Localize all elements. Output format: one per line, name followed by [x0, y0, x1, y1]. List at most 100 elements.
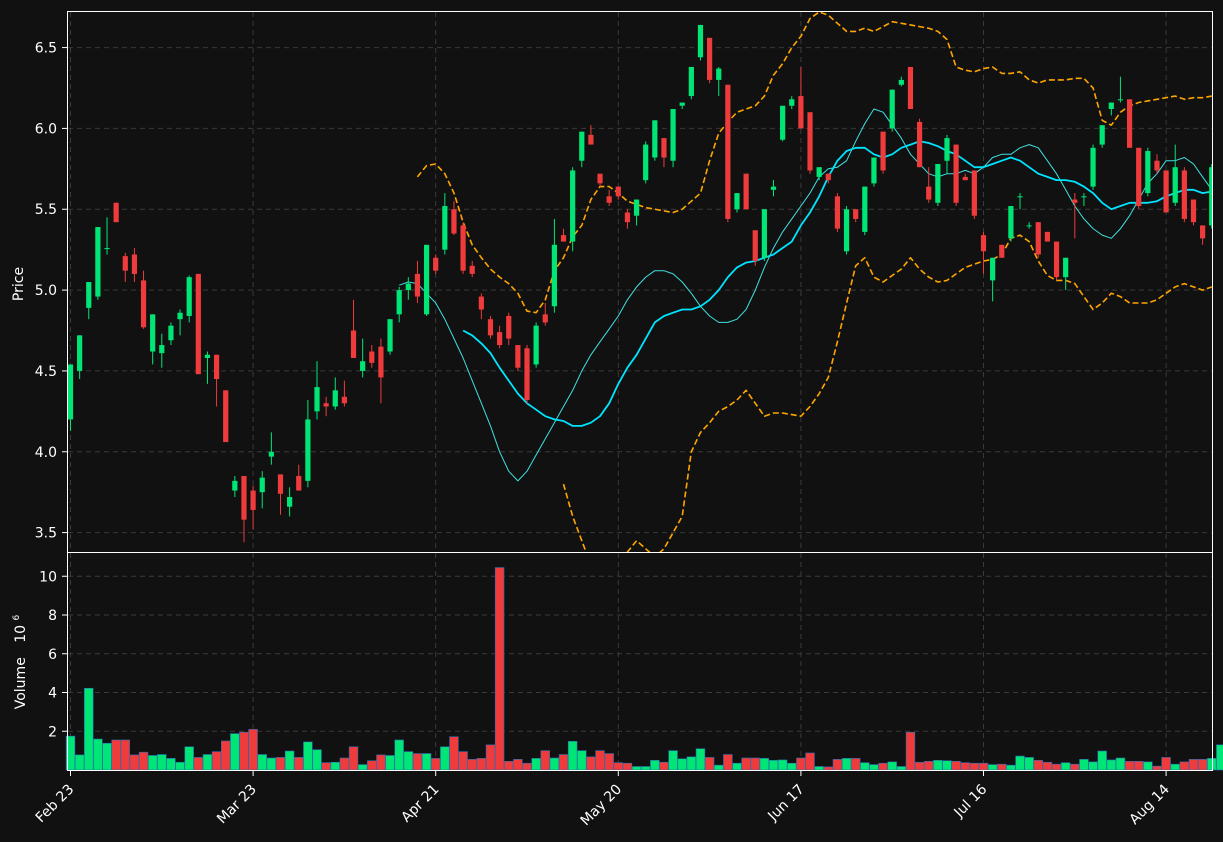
moving-average-long-line	[462, 140, 1212, 427]
volume-bar	[257, 754, 267, 771]
volume-bar	[303, 741, 313, 771]
volume-bar	[869, 764, 879, 771]
candle-body	[597, 173, 603, 184]
volume-bar	[412, 753, 423, 771]
candle-body	[734, 193, 740, 210]
volume-bar	[1179, 761, 1190, 771]
bollinger-upper-line	[416, 12, 1212, 314]
candle-body	[816, 167, 822, 177]
volume-bar	[294, 757, 304, 771]
volume-bar	[74, 754, 85, 771]
volume-bar	[84, 687, 94, 771]
candle-body	[350, 330, 357, 358]
candle-body	[780, 105, 786, 140]
volume-bar	[814, 766, 824, 771]
volume-bar	[750, 757, 760, 771]
candle-body	[1136, 147, 1142, 207]
volume-bar	[1124, 760, 1135, 771]
candle-body	[606, 196, 612, 203]
candle-body	[296, 476, 302, 491]
volume-bar	[933, 760, 943, 771]
volume-bar	[357, 764, 368, 771]
bollinger-bands	[416, 12, 1212, 552]
candle-body	[113, 202, 119, 223]
candle-body	[615, 186, 621, 197]
volume-bar	[887, 761, 897, 771]
candle-body	[643, 144, 649, 181]
volume-bar	[686, 756, 697, 771]
volume-bar	[796, 757, 806, 771]
volume-bar	[577, 750, 587, 771]
candle-body	[834, 196, 841, 229]
candle-body	[159, 345, 165, 354]
volume-bar	[631, 766, 642, 771]
volume-bar	[595, 750, 605, 771]
price-y-axis: 3.5 4.0 4.5 5.0 5.5 6.0 6.5	[35, 41, 67, 542]
candle-body	[971, 170, 977, 216]
candle-body	[1026, 225, 1032, 227]
candle-body	[86, 282, 92, 308]
candle-body	[186, 277, 192, 316]
volume-bar	[485, 744, 496, 771]
volume-axis-label-base: 10	[13, 625, 29, 643]
volume-bar	[924, 760, 934, 771]
volume-tick-label: 10	[39, 569, 57, 585]
candle-body	[743, 173, 749, 210]
candle-body	[633, 199, 640, 216]
volume-bar	[1134, 760, 1144, 771]
volume-bar	[896, 766, 907, 771]
candle-body	[1126, 99, 1133, 148]
moving-average-short-line	[399, 108, 1212, 482]
candle-body	[898, 79, 904, 85]
volume-bar	[1161, 757, 1171, 771]
volume-bar	[458, 751, 468, 771]
volume-bar	[111, 739, 121, 771]
volume-bar	[166, 758, 176, 771]
candle-body	[533, 325, 539, 365]
candle-body	[1200, 225, 1206, 239]
candle-body	[1099, 125, 1105, 145]
candle-body	[807, 112, 813, 171]
volume-tick-label: 2	[48, 724, 57, 740]
volume-panel-frame	[67, 552, 1213, 771]
candle-body	[387, 319, 393, 352]
volume-bar	[841, 758, 852, 771]
volume-bar	[567, 741, 578, 771]
volume-bar	[312, 749, 322, 771]
volume-bar	[275, 757, 286, 771]
candle-body	[679, 102, 685, 106]
moving-averages	[399, 108, 1212, 482]
candle-body	[451, 209, 457, 234]
candle-body	[1035, 222, 1041, 255]
candle-body	[853, 209, 859, 219]
candle-body	[661, 138, 667, 158]
volume-bar	[914, 761, 925, 771]
candle-body	[213, 354, 220, 380]
volume-bar	[1060, 762, 1071, 771]
volume-bar	[586, 756, 596, 771]
volume-bar	[230, 733, 240, 771]
volume-bar	[978, 762, 989, 771]
candle-body	[652, 120, 658, 158]
candle-body	[287, 497, 293, 507]
candle-body	[405, 283, 411, 291]
volume-bar	[348, 746, 359, 771]
candle-body	[131, 254, 138, 274]
candle-body	[551, 244, 557, 307]
volume-bar	[832, 759, 843, 771]
candle-body	[935, 163, 941, 203]
candle-body	[442, 206, 448, 250]
candle-body	[798, 96, 804, 129]
volume-bar	[93, 738, 103, 771]
candle-body	[1163, 170, 1169, 213]
candle-body	[962, 176, 968, 181]
volume-bar	[531, 758, 541, 771]
price-axis-label: Price	[11, 267, 27, 301]
volume-bar	[1006, 764, 1016, 771]
volume-bar	[850, 758, 861, 771]
volume-bar	[1088, 761, 1098, 771]
candle-body	[1154, 160, 1160, 171]
volume-bar	[147, 755, 158, 771]
